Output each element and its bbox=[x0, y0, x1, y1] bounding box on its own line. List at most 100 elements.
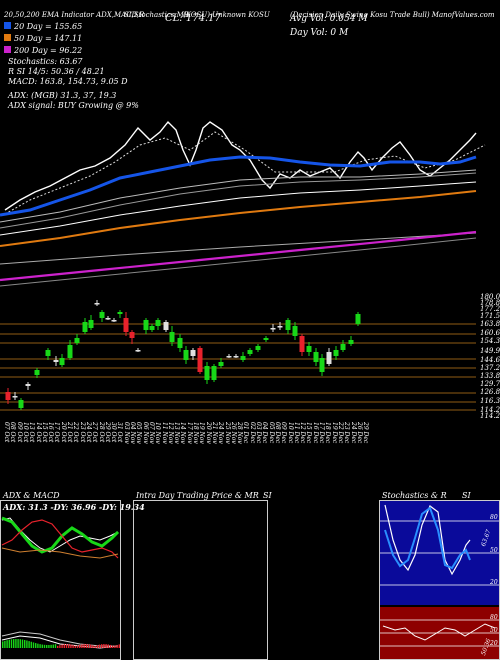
legend-adx: ADX: (MGB) 31.3, 37, 19.3 bbox=[8, 91, 117, 100]
date-axis-label: 29 Dec bbox=[362, 422, 370, 444]
header-indicators: 20,50,200 EMA Indicator ADX,MACD,R bbox=[4, 11, 145, 19]
ema20-line bbox=[0, 155, 477, 217]
adx-aux-line bbox=[1, 547, 119, 559]
candle-body bbox=[204, 366, 210, 380]
macd-histogram-bar bbox=[19, 639, 21, 648]
intraday-panel-title: Intra Day Trading Price & MR bbox=[136, 491, 259, 500]
candle-body bbox=[247, 350, 253, 354]
candle-body bbox=[88, 320, 94, 328]
price-axis-label: 154.37 bbox=[480, 337, 500, 345]
candle-body bbox=[326, 352, 332, 364]
adx-panel-title: ADX & MACD bbox=[3, 491, 60, 500]
ma-line-4 bbox=[0, 232, 477, 265]
macd-histogram-bar bbox=[70, 644, 72, 648]
candle-body bbox=[123, 318, 129, 332]
candle-body bbox=[226, 356, 232, 358]
short-ma-line bbox=[4, 131, 486, 215]
price-axis-label: 180.08 bbox=[480, 293, 500, 301]
macd-histogram-bar bbox=[98, 644, 101, 648]
header-oscillators: SI,Stochastics,MR bbox=[124, 11, 190, 19]
macd-histogram-bar bbox=[54, 644, 57, 648]
macd-histogram-bar bbox=[109, 644, 112, 648]
price-axis-label: 137.22 bbox=[480, 364, 500, 372]
price-axis-label: 114.21 bbox=[480, 412, 500, 420]
legend-rsi: R SI 14/5: 50.36 / 48.21 bbox=[8, 67, 105, 76]
candle-body bbox=[34, 370, 40, 375]
stoch-level-label: 80 bbox=[490, 514, 498, 521]
macd-histogram-bar bbox=[107, 644, 109, 648]
macd-histogram-bar bbox=[81, 644, 83, 648]
candle-body bbox=[82, 322, 88, 332]
candle-body bbox=[299, 336, 305, 352]
macd-histogram-bar bbox=[39, 644, 41, 648]
candle-body bbox=[263, 338, 269, 340]
candle-body bbox=[74, 338, 80, 343]
header-site: (Decision Daily Swing Kosu Trade Bull) M… bbox=[290, 11, 495, 19]
price-axis-label: 178.88 bbox=[480, 299, 500, 307]
candle-body bbox=[197, 348, 203, 372]
ema50-label: 50 Day = 147.11 bbox=[14, 34, 83, 43]
adx-panel-values: ADX: 31.3 -DY: 36.96 -DY: 19.34 bbox=[3, 502, 145, 512]
price-axis-label: 177.24 bbox=[480, 305, 500, 313]
candle-body bbox=[155, 320, 161, 326]
candle-body bbox=[285, 320, 291, 330]
ma-line-2 bbox=[0, 172, 477, 229]
macd-histogram-bar bbox=[28, 641, 30, 648]
rsi-level-label: 20 bbox=[490, 640, 498, 647]
candle-body bbox=[306, 346, 312, 352]
macd-histogram-bar bbox=[68, 644, 70, 648]
macd-histogram-bar bbox=[57, 645, 59, 648]
macd-histogram-bar bbox=[52, 644, 54, 648]
stoch-level-label: 50 bbox=[490, 547, 498, 554]
macd-histogram-bar bbox=[116, 644, 118, 648]
macd-histogram-bar bbox=[8, 639, 10, 648]
price-line bbox=[4, 120, 477, 211]
macd-histogram-bar bbox=[43, 644, 46, 648]
candle-body bbox=[169, 332, 175, 342]
rsi-level-label: 80 bbox=[490, 614, 498, 621]
candle-body bbox=[292, 326, 298, 336]
macd-histogram-bar bbox=[63, 644, 65, 648]
macd-histogram-bar bbox=[76, 645, 79, 648]
price-axis-label: 171.53 bbox=[480, 312, 500, 320]
ema50-swatch bbox=[4, 34, 11, 41]
legend-ema20: 20 Day = 155.65 bbox=[4, 22, 82, 31]
stoch-rsi-panel bbox=[379, 500, 500, 660]
macd-histogram-bar bbox=[105, 644, 107, 648]
candle-body bbox=[59, 358, 65, 365]
macd-histogram-bar bbox=[2, 641, 4, 648]
macd-histogram-bar bbox=[6, 640, 8, 648]
price-axis-label: 133.8 bbox=[480, 372, 500, 380]
macd-histogram-bar bbox=[112, 645, 114, 648]
stoch-panel-si: SI bbox=[462, 491, 471, 500]
legend-macd: MACD: 163.8, 154.73, 9.05 D bbox=[8, 77, 128, 86]
candle-body bbox=[277, 326, 283, 328]
macd-histogram-bar bbox=[65, 644, 68, 648]
candle-body bbox=[240, 356, 246, 360]
macd-histogram-bar bbox=[94, 645, 96, 648]
macd-histogram-bar bbox=[92, 645, 94, 648]
macd-histogram-bar bbox=[90, 644, 92, 648]
rsi-line bbox=[382, 623, 496, 641]
price-axis-label: 126.87 bbox=[480, 388, 500, 396]
candle-body bbox=[18, 400, 24, 408]
candle-body bbox=[53, 360, 59, 362]
macd-histogram-bar bbox=[17, 639, 19, 648]
ema200-label: 200 Day = 96.22 bbox=[14, 46, 83, 55]
avg-volume: Avg Vol: 0.054 M bbox=[290, 14, 368, 24]
ma-line-1 bbox=[0, 169, 477, 223]
candle-body bbox=[135, 350, 141, 352]
candle-body bbox=[340, 344, 346, 350]
candle-body bbox=[105, 318, 111, 320]
close-price: CL: 174.17 bbox=[165, 13, 221, 24]
macd-histogram-bar bbox=[83, 644, 85, 648]
ema20-swatch bbox=[4, 22, 11, 29]
ema20-label: 20 Day = 155.65 bbox=[14, 22, 83, 31]
price-axis-label: 144.6 bbox=[480, 356, 500, 364]
macd-histogram-bar bbox=[41, 644, 43, 648]
candle-body bbox=[5, 392, 11, 400]
macd-histogram-bar bbox=[46, 644, 48, 648]
intraday-panel-si: SI bbox=[263, 491, 272, 500]
candle-body bbox=[355, 314, 361, 324]
